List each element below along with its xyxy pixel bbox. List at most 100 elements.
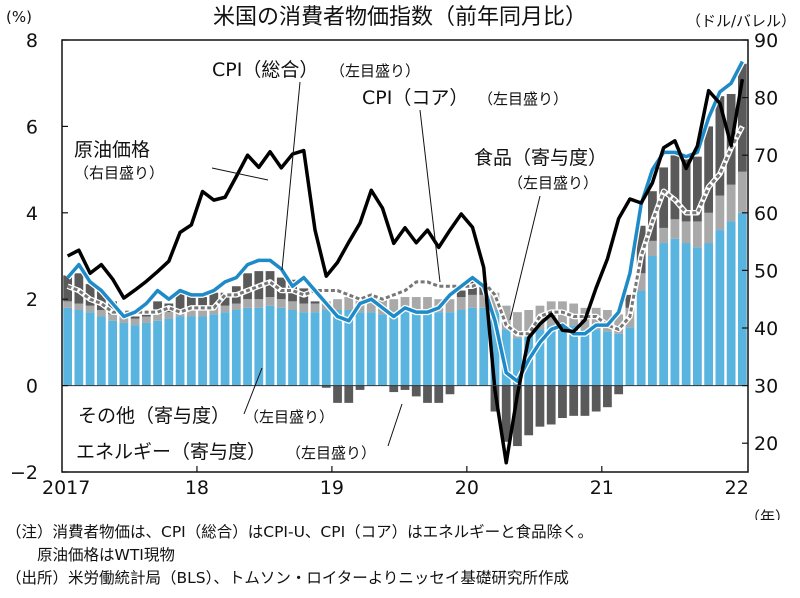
bar-other — [265, 305, 275, 386]
bar-other — [254, 307, 264, 386]
bar-food — [63, 301, 73, 308]
bar-food — [479, 294, 489, 308]
bar-food — [74, 303, 84, 310]
bar-other — [659, 243, 669, 386]
bar-other — [546, 325, 556, 386]
right-tick-label: 80 — [754, 88, 778, 110]
bar-other — [456, 310, 466, 386]
annotation-leader-line — [387, 403, 403, 447]
year-unit: （年） — [745, 508, 790, 520]
bar-energy — [321, 385, 331, 388]
bar-other — [411, 310, 421, 386]
bar-other — [119, 322, 129, 386]
bar-food — [153, 314, 162, 321]
bar-energy — [423, 385, 432, 403]
bar-food — [681, 221, 691, 244]
annotation-cpi-total: CPI（総合） — [212, 59, 318, 81]
bar-other — [445, 312, 455, 386]
bar-energy — [400, 385, 410, 390]
oil-price-line — [66, 78, 745, 465]
bar-other — [243, 307, 252, 386]
right-tick-label: 90 — [754, 30, 778, 52]
bar-food — [231, 303, 241, 310]
bar-other — [378, 314, 387, 386]
bar-other — [209, 314, 219, 386]
bar-other — [479, 307, 489, 386]
bar-energy — [603, 385, 612, 408]
bar-food — [670, 219, 680, 239]
bar-other — [355, 312, 365, 386]
cpi-total-line — [66, 60, 744, 384]
bar-other — [591, 329, 601, 386]
bar-energy — [580, 385, 590, 416]
bar-energy — [85, 284, 95, 306]
bar-energy — [569, 385, 579, 416]
bar-energy — [344, 385, 354, 403]
bar-energy — [513, 385, 522, 447]
annotation-food: 食品（寄与度） — [474, 147, 607, 169]
bar-energy — [186, 294, 196, 310]
left-tick-label: 6 — [26, 116, 38, 138]
plot-frame — [61, 39, 749, 473]
left-axis-unit: (%) — [6, 8, 32, 26]
bar-other — [310, 312, 320, 386]
annotations: CPI（総合） （左目盛り） CPI（コア） （左目盛り） 原油価格 （右目盛り… — [74, 59, 607, 463]
bar-food — [333, 299, 342, 310]
footnote-3: （出所）米労働統計局（BLS）、トムソン・ロイターよりニッセイ基礎研究所作成 — [6, 569, 569, 587]
annotation-leader-line — [419, 109, 441, 283]
bar-other — [625, 327, 635, 386]
bar-energy — [445, 385, 455, 395]
bar-other — [288, 310, 297, 386]
annotation-food-axis: （左目盛り） — [508, 174, 598, 192]
bar-other — [153, 320, 162, 386]
bar-food — [737, 171, 747, 213]
bar-energy — [411, 385, 421, 397]
x-tick-label: 2017 — [42, 477, 90, 499]
right-tick-label: 60 — [754, 203, 778, 225]
bar-energy — [456, 290, 466, 298]
bar-energy — [501, 385, 511, 442]
bar-other — [535, 329, 545, 386]
bar-energy — [434, 385, 444, 403]
right-tick-label: 30 — [754, 376, 778, 398]
left-tick-label: 8 — [26, 30, 38, 52]
bar-energy — [153, 301, 162, 315]
bar-other — [220, 312, 230, 386]
bar-food — [119, 316, 129, 323]
bar-energy — [546, 385, 556, 425]
bar-food — [265, 297, 275, 306]
bar-other — [186, 316, 196, 386]
bar-food — [389, 299, 399, 313]
bar-other — [366, 312, 376, 386]
x-tick-label: 18 — [185, 477, 209, 499]
bar-other — [513, 338, 522, 386]
bar-other — [299, 312, 309, 386]
annotation-other-axis: （左目盛り） — [244, 408, 334, 426]
left-tick-label: 4 — [26, 203, 38, 225]
right-tick-label: 40 — [754, 318, 778, 340]
bar-food — [693, 221, 702, 248]
bar-other — [231, 310, 241, 386]
x-tick-label: 20 — [455, 477, 479, 499]
bar-other — [276, 307, 286, 386]
x-tick-label: 21 — [590, 477, 614, 499]
annotation-leader-line — [243, 367, 263, 415]
right-tick-label: 70 — [754, 145, 778, 167]
bar-other — [389, 312, 399, 386]
plot-area — [63, 60, 747, 465]
annotation-cpi-core-axis: （左目盛り） — [478, 90, 568, 108]
x-tick-label: 22 — [725, 477, 749, 499]
bar-other — [580, 329, 590, 386]
bar-other — [333, 310, 342, 386]
bar-other — [130, 325, 140, 386]
bar-energy — [220, 292, 230, 306]
footnote-2: 原油価格はWTI現物 — [6, 546, 175, 564]
bar-other — [670, 238, 680, 386]
bar-food — [209, 307, 219, 315]
bar-other — [490, 310, 500, 386]
bar-other — [198, 316, 207, 386]
chart-title: 米国の消費者物価指数（前年同月比） — [213, 5, 587, 30]
bar-energy — [535, 385, 545, 427]
bar-other — [164, 318, 174, 386]
bar-other — [175, 316, 185, 386]
